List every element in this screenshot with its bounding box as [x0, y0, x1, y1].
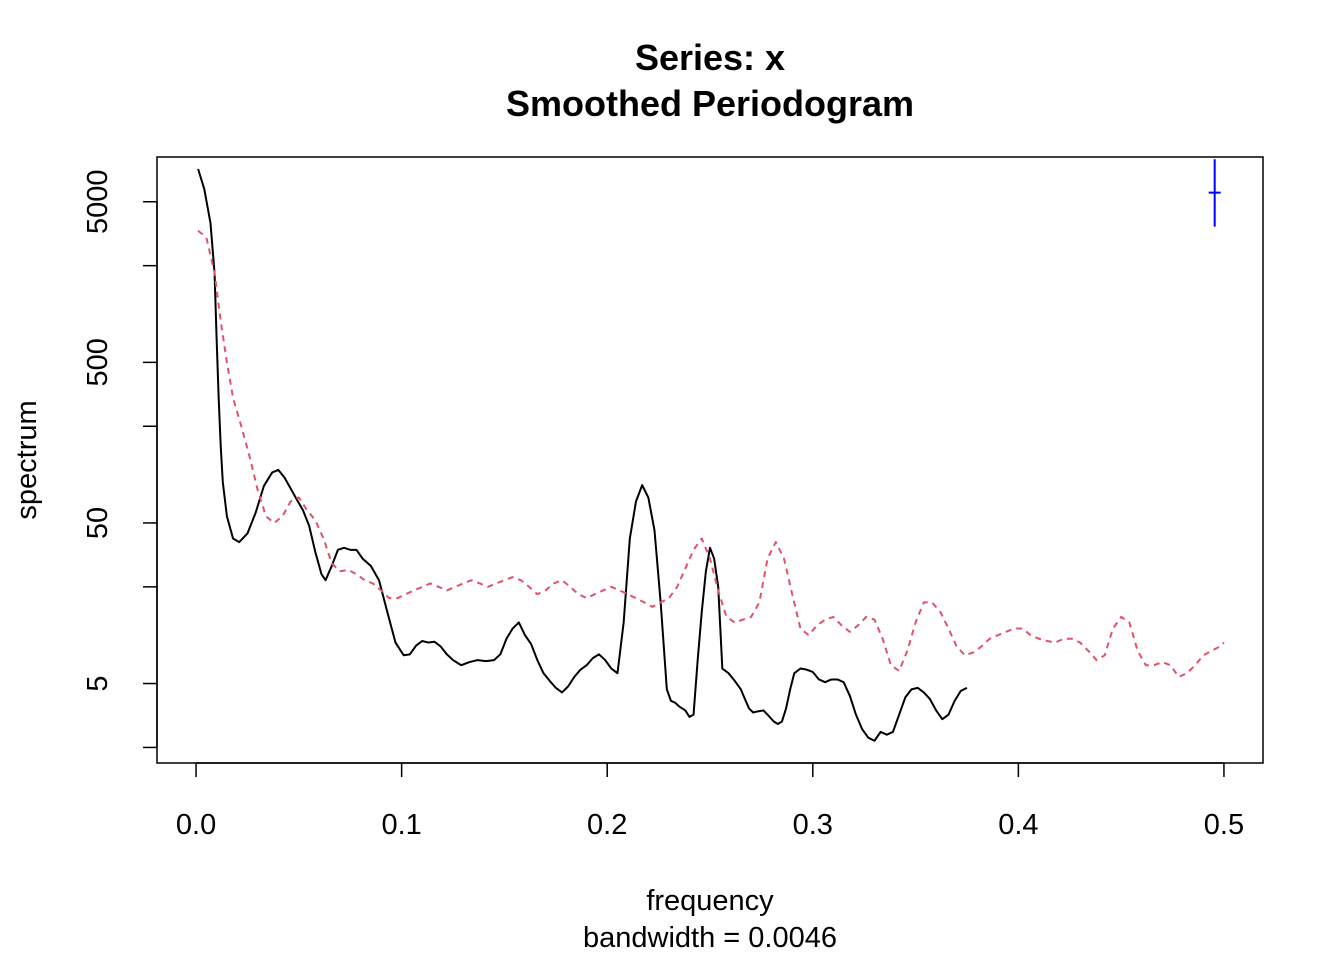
series-layer: [197, 168, 1225, 742]
y-tick-label: 50: [82, 507, 114, 539]
x-axis-label: frequency: [646, 885, 774, 917]
chart-title: Series: x: [635, 37, 785, 78]
x-tick-label: 0.4: [998, 809, 1038, 841]
y-tick-label: 5000: [82, 170, 114, 235]
bandwidth-label: bandwidth = 0.0046: [583, 922, 837, 954]
y-axis-label: spectrum: [11, 400, 43, 519]
x-tick-label: 0.1: [381, 809, 421, 841]
series-smoothed: [197, 168, 968, 742]
chart-subtitle: Smoothed Periodogram: [506, 83, 914, 124]
x-tick-label: 0.0: [176, 809, 216, 841]
x-axis: 0.0 0.1 0.2 0.3 0.4 0.5: [176, 762, 1244, 841]
x-tick-label: 0.2: [587, 809, 627, 841]
y-tick-label: 5: [82, 675, 114, 691]
plot-frame: [156, 156, 1264, 764]
x-tick-label: 0.3: [793, 809, 833, 841]
x-tick-label: 0.5: [1204, 809, 1244, 841]
series-smoothed_2: [197, 229, 1225, 678]
y-tick-label: 500: [82, 338, 114, 386]
confidence-bar: [1208, 159, 1221, 227]
y-axis: 5 50 500 5000: [82, 170, 158, 749]
